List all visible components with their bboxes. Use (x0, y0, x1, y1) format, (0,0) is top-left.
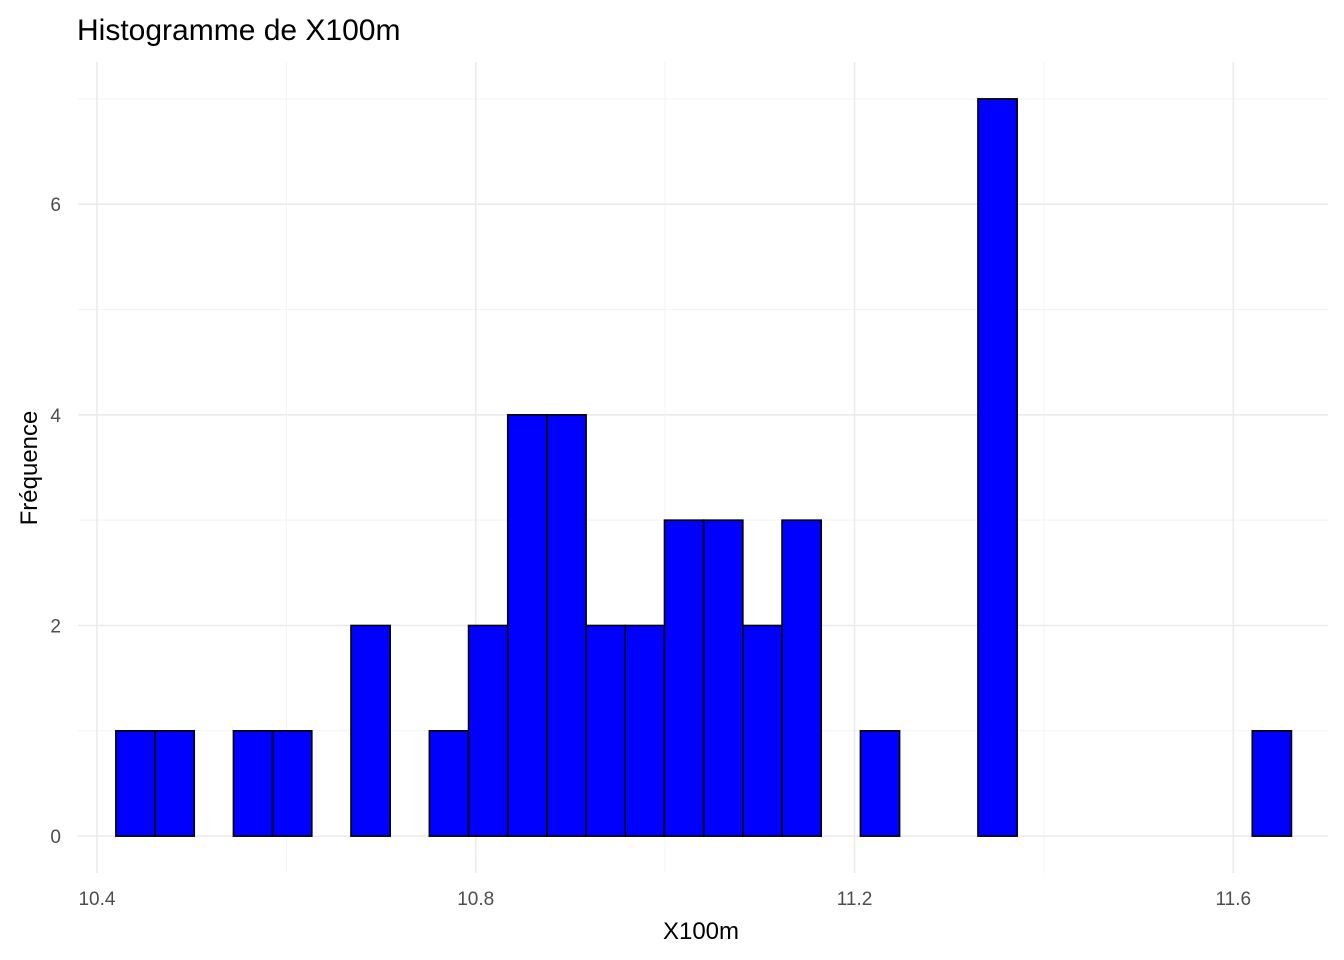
histogram-bar-10 (508, 415, 547, 836)
histogram-bar-8 (429, 731, 468, 836)
histogram-bar-17 (782, 520, 821, 836)
histogram-bar-22 (978, 99, 1017, 836)
histogram-bar-15 (704, 520, 743, 836)
histogram-bar-11 (547, 415, 586, 836)
histogram-bar-16 (743, 625, 782, 836)
x-tick-label: 11.6 (1216, 889, 1252, 910)
histogram-bar-9 (469, 625, 508, 836)
x-tick-label: 10.4 (78, 889, 115, 910)
x-axis-ticks: 10.4 10.8 11.2 11.6 (78, 889, 1251, 910)
x-tick-label: 10.8 (457, 889, 494, 910)
y-tick-label: 0 (50, 827, 61, 848)
x-axis-title: X100m (663, 918, 739, 945)
histogram-bar-29 (1252, 731, 1291, 836)
histogram-bar-19 (860, 731, 899, 836)
histogram-bar-12 (586, 625, 625, 836)
y-axis-title: Fréquence (16, 411, 43, 526)
x-tick-label: 11.2 (837, 889, 873, 910)
chart-title: Histogramme de X100m (77, 14, 400, 47)
y-axis-ticks: 0 2 4 6 (50, 195, 61, 848)
histogram-bar-6 (351, 625, 390, 836)
y-tick-label: 6 (50, 195, 61, 216)
y-tick-label: 4 (50, 406, 61, 427)
histogram-bar-1 (155, 731, 194, 836)
y-tick-label: 2 (50, 616, 61, 637)
bars (116, 99, 1292, 836)
histogram-bar-14 (664, 520, 703, 836)
histogram-bar-4 (273, 731, 312, 836)
histogram-bar-13 (625, 625, 664, 836)
histogram-bar-3 (233, 731, 272, 836)
histogram-bar-0 (116, 731, 155, 836)
